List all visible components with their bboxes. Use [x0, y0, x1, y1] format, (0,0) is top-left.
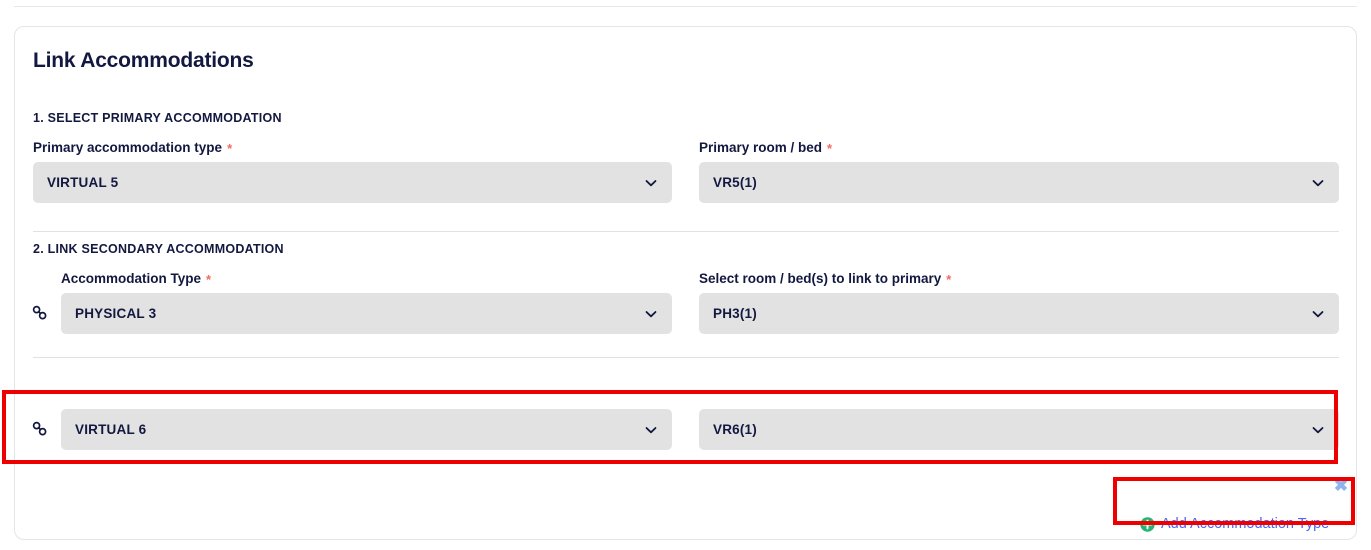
select-secondary-room-bed-2[interactable]: VR6(1)	[699, 409, 1339, 450]
select-secondary-accommodation-type-1[interactable]: PHYSICAL 3	[61, 293, 672, 334]
label-select-room-bed-link: Select room / bed(s) to link to primary *	[699, 271, 951, 287]
section-heading-primary: 1. SELECT PRIMARY ACCOMMODATION	[33, 111, 282, 125]
link-icon	[31, 304, 49, 322]
label-select-room-bed-link-text: Select room / bed(s) to link to primary	[699, 271, 942, 286]
chevron-down-icon	[644, 423, 658, 437]
row-divider	[33, 357, 1339, 358]
select-primary-room-bed-value: VR5(1)	[713, 175, 757, 190]
select-primary-room-bed[interactable]: VR5(1)	[699, 162, 1339, 203]
plus-circle-icon	[1140, 516, 1155, 532]
label-accommodation-type-text: Accommodation Type	[61, 271, 202, 286]
add-accommodation-type-label: Add Accommodation Type	[1161, 516, 1330, 532]
required-asterisk: *	[946, 272, 952, 287]
required-asterisk: *	[206, 272, 212, 287]
link-icon	[31, 420, 49, 438]
label-accommodation-type: Accommodation Type *	[61, 271, 211, 287]
select-secondary-room-bed-2-value: VR6(1)	[713, 422, 757, 437]
select-secondary-room-bed-1[interactable]: PH3(1)	[699, 293, 1339, 334]
section-divider	[33, 231, 1339, 232]
select-primary-accommodation-type[interactable]: VIRTUAL 5	[33, 162, 672, 203]
remove-accommodation-row-button[interactable]: ✖	[1329, 475, 1353, 497]
label-primary-accommodation-type-text: Primary accommodation type	[33, 140, 223, 155]
select-secondary-room-bed-1-value: PH3(1)	[713, 306, 757, 321]
select-primary-accommodation-type-value: VIRTUAL 5	[47, 175, 119, 190]
link-accommodations-card: Link Accommodations 1. SELECT PRIMARY AC…	[14, 26, 1357, 540]
select-secondary-accommodation-type-1-value: PHYSICAL 3	[75, 306, 157, 321]
required-asterisk: *	[227, 141, 233, 156]
add-accommodation-type-button[interactable]: Add Accommodation Type	[1140, 516, 1329, 532]
chevron-down-icon	[644, 176, 658, 190]
chevron-down-icon	[644, 307, 658, 321]
chevron-down-icon	[1311, 423, 1325, 437]
section-heading-secondary: 2. LINK SECONDARY ACCOMMODATION	[33, 242, 284, 256]
chevron-down-icon	[1311, 307, 1325, 321]
label-primary-room-bed-text: Primary room / bed	[699, 140, 823, 155]
required-asterisk: *	[827, 141, 833, 156]
page-top-divider	[14, 6, 1357, 7]
label-primary-accommodation-type: Primary accommodation type *	[33, 140, 232, 156]
select-secondary-accommodation-type-2[interactable]: VIRTUAL 6	[61, 409, 672, 450]
select-secondary-accommodation-type-2-value: VIRTUAL 6	[75, 422, 147, 437]
chevron-down-icon	[1311, 176, 1325, 190]
label-primary-room-bed: Primary room / bed *	[699, 140, 832, 156]
page-title: Link Accommodations	[33, 49, 254, 72]
